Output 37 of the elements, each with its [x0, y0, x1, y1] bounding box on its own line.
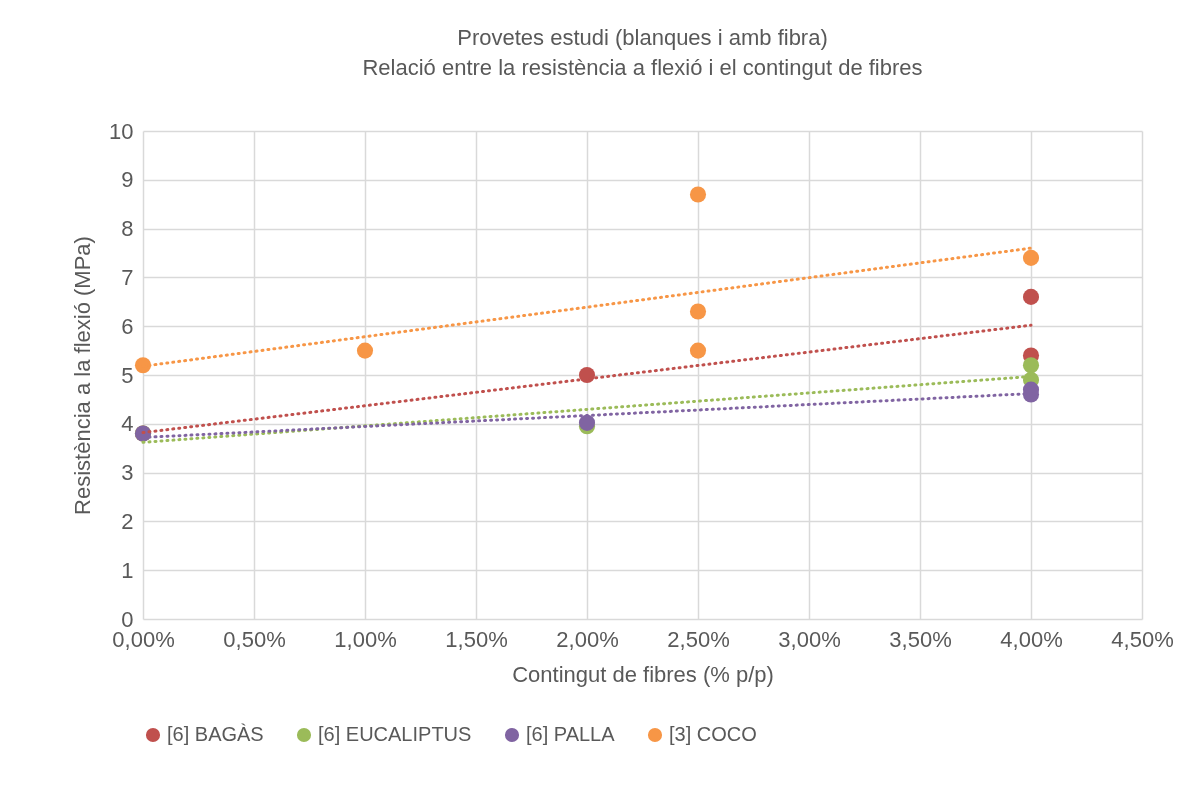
x-tick-label: 0,50%: [223, 626, 286, 652]
x-tick-label: 2,00%: [556, 626, 619, 652]
point: [689, 342, 707, 359]
y-tick-label: 2: [121, 508, 134, 534]
x-tick-label: 4,50%: [1111, 626, 1174, 652]
x-tick-label: 1,50%: [445, 626, 508, 652]
y-tick-label: 4: [121, 411, 134, 437]
chart-title: Provetes estudi (blanques i amb fibra): [457, 25, 828, 50]
point: [134, 357, 152, 374]
point: [578, 414, 596, 431]
y-tick-label: 9: [121, 167, 134, 193]
x-tick-label: 1,00%: [334, 626, 397, 652]
y-tick-label: 3: [121, 460, 134, 486]
x-tick-label: 4,00%: [1000, 626, 1063, 652]
legend-label: [6] BAGÀS: [167, 723, 264, 745]
y-tick-label: 7: [121, 264, 134, 290]
x-tick-label: 3,00%: [778, 626, 841, 652]
x-axis-title: Contingut de fibres (% p/p): [512, 661, 774, 687]
x-tick-label: 2,50%: [667, 626, 730, 652]
chart-subtitle: Relació entre la resistència a flexió i el contingut de fibres: [362, 55, 923, 80]
point: [578, 366, 596, 384]
y-axis-title: Resistència a la flexió (MPa): [70, 236, 96, 515]
x-tick-label: 3,50%: [889, 626, 952, 652]
point: [1022, 288, 1040, 305]
y-tick-label: 8: [121, 216, 134, 242]
y-tick-label: 6: [121, 313, 134, 339]
legend-label: [6] PALLA: [526, 723, 616, 745]
y-tick-label: 5: [121, 362, 134, 388]
point: [1022, 357, 1040, 374]
y-tick-label: 10: [109, 118, 134, 144]
point: [689, 186, 707, 203]
point: [1022, 249, 1040, 266]
legend-label: [6] EUCALIPTUS: [318, 723, 472, 745]
point: [689, 303, 707, 320]
point: [356, 342, 374, 359]
legend-label: [3] COCO: [669, 723, 757, 745]
y-tick-label: 1: [121, 557, 134, 583]
